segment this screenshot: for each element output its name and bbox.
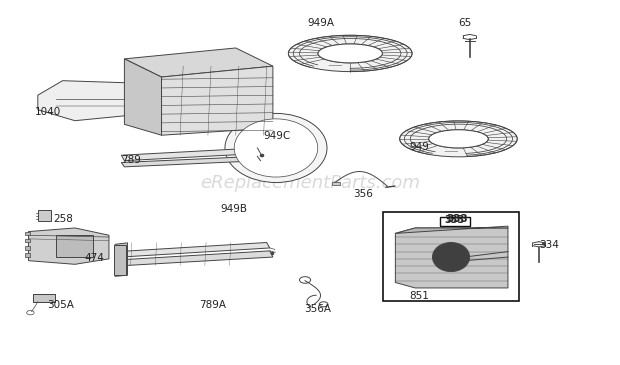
Text: 333: 333 (446, 215, 468, 224)
Text: 789: 789 (122, 154, 141, 165)
Polygon shape (125, 59, 162, 135)
Text: 65: 65 (458, 18, 472, 28)
Ellipse shape (318, 44, 383, 63)
Ellipse shape (400, 121, 517, 157)
Text: 333: 333 (445, 215, 465, 225)
Bar (114, 245, 126, 275)
Polygon shape (396, 228, 508, 288)
Polygon shape (29, 228, 109, 264)
Bar (38, 210, 51, 221)
Ellipse shape (433, 242, 469, 272)
Text: 949: 949 (409, 142, 429, 152)
Bar (383, 212, 519, 301)
Text: 949C: 949C (264, 131, 291, 141)
Text: 789A: 789A (198, 300, 226, 310)
Text: 356A: 356A (304, 304, 331, 314)
Text: 949A: 949A (307, 18, 334, 28)
Text: 258: 258 (53, 215, 73, 224)
Text: eReplacementParts.com: eReplacementParts.com (200, 173, 420, 192)
Bar (25, 231, 30, 235)
Bar (56, 235, 94, 257)
Polygon shape (162, 66, 273, 135)
Polygon shape (115, 243, 128, 276)
Ellipse shape (429, 130, 488, 148)
Text: 1040: 1040 (35, 107, 61, 117)
Polygon shape (118, 242, 270, 257)
Text: 474: 474 (84, 253, 104, 263)
Polygon shape (396, 226, 508, 233)
Bar (25, 239, 30, 242)
Bar (25, 253, 30, 257)
Text: 334: 334 (539, 240, 559, 250)
Text: 356: 356 (353, 189, 373, 199)
Ellipse shape (234, 119, 317, 177)
Ellipse shape (288, 35, 412, 72)
Bar (33, 295, 55, 302)
Polygon shape (122, 156, 260, 167)
Text: 949B: 949B (220, 204, 247, 214)
Bar (25, 246, 30, 250)
Polygon shape (125, 48, 273, 77)
Polygon shape (125, 251, 273, 265)
Bar (440, 217, 469, 226)
Polygon shape (38, 81, 186, 121)
Text: 305A: 305A (47, 300, 74, 310)
Bar (332, 182, 340, 185)
Polygon shape (122, 148, 260, 161)
Ellipse shape (225, 114, 327, 182)
Text: 851: 851 (409, 291, 429, 301)
